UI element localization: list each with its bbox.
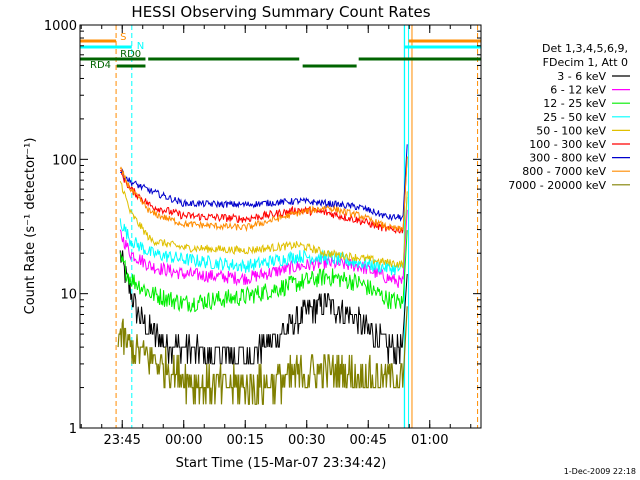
x-tick-label: 01:00 bbox=[411, 433, 448, 448]
flag-label: RD4 bbox=[90, 60, 111, 71]
x-axis-label: Start Time (15-Mar-07 23:34:42) bbox=[176, 456, 387, 471]
legend-label: 12 - 25 keV bbox=[543, 97, 606, 110]
flag-label: RD0 bbox=[120, 49, 141, 60]
y-tick-label: 1000 bbox=[44, 19, 77, 34]
x-tick-label: 00:45 bbox=[350, 433, 387, 448]
footer-timestamp: 1-Dec-2009 22:18 bbox=[564, 467, 636, 476]
legend-label: 25 - 50 keV bbox=[543, 111, 606, 124]
legend-header: Det 1,3,4,5,6,9, bbox=[542, 42, 628, 55]
legend-label: 100 - 300 keV bbox=[529, 138, 606, 151]
series-line bbox=[117, 306, 408, 405]
plot-frame bbox=[79, 24, 482, 429]
legend-label: 300 - 800 keV bbox=[529, 152, 606, 165]
y-tick-label: 1 bbox=[69, 422, 77, 437]
legend-label: 50 - 100 keV bbox=[536, 124, 606, 137]
series-line bbox=[119, 180, 408, 269]
legend-label: 6 - 12 keV bbox=[550, 84, 606, 97]
legend-header: FDecim 1, Att 0 bbox=[543, 56, 628, 69]
legend-label: 3 - 6 keV bbox=[557, 70, 606, 83]
legend-label: 800 - 7000 keV bbox=[522, 165, 606, 178]
x-tick-label: 00:00 bbox=[165, 433, 202, 448]
series-line bbox=[119, 250, 408, 365]
series-line bbox=[119, 230, 408, 313]
series-line bbox=[120, 156, 408, 235]
x-tick-label: 00:30 bbox=[288, 433, 325, 448]
y-tick-label: 100 bbox=[52, 153, 77, 168]
series-line bbox=[120, 144, 408, 222]
y-tick-label: 10 bbox=[60, 288, 77, 303]
y-axis-label: Count Rate (s⁻¹ detector⁻¹) bbox=[23, 138, 38, 315]
legend-label: 7000 - 20000 keV bbox=[508, 179, 606, 192]
flag-label: S bbox=[120, 32, 126, 43]
flag-label: N bbox=[137, 41, 144, 52]
series-line bbox=[119, 196, 408, 276]
x-tick-label: 00:15 bbox=[227, 433, 264, 448]
chart-title: HESSI Observing Summary Count Rates bbox=[131, 3, 430, 21]
series-line bbox=[119, 209, 408, 288]
x-tick-label: 23:45 bbox=[103, 433, 140, 448]
series-line bbox=[119, 156, 408, 233]
